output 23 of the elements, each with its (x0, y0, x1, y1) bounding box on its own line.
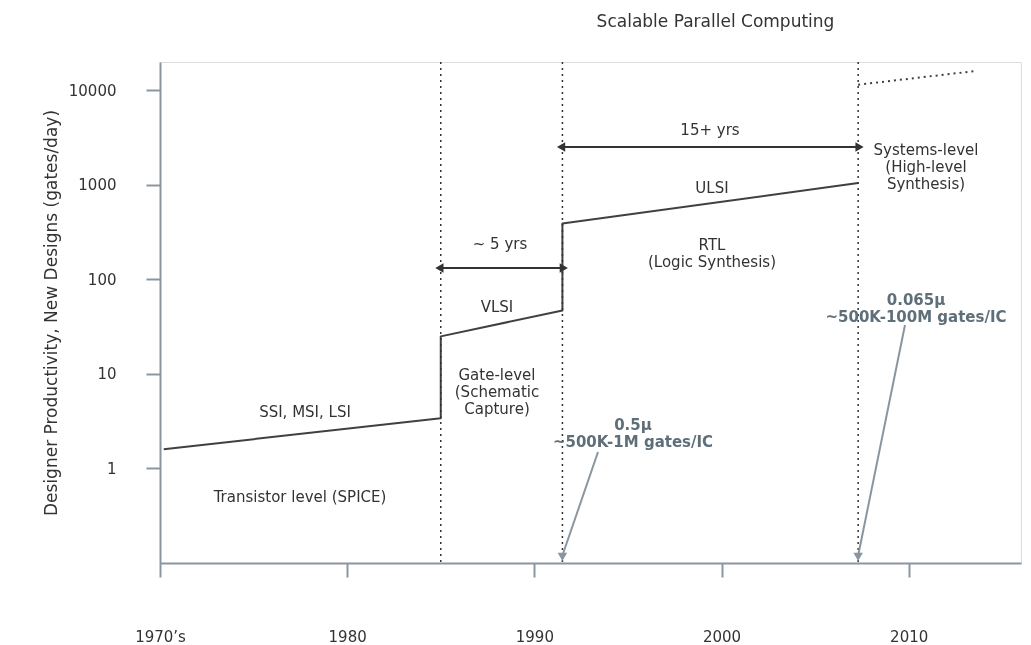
x-tick-label: 1970’s (135, 627, 187, 645)
y-tick-label: 10 (97, 365, 117, 384)
annotation: VLSI (480, 298, 514, 316)
y-tick-label: 100 (87, 270, 117, 289)
y-tick-label: 1 (106, 459, 117, 478)
annotation: Transistor level (SPICE) (212, 488, 387, 506)
x-tick-label: 1990 (515, 627, 554, 645)
annotation: ~ 5 yrs (472, 235, 528, 253)
annotation: ULSI (695, 179, 729, 197)
annotation: RTL (Logic Synthesis) (648, 236, 776, 271)
y-tick-label: 1000 (78, 176, 117, 195)
annotation: 0.065μ ~500K-100M gates/IC (825, 291, 1007, 326)
x-tick-label: 1980 (328, 627, 367, 645)
x-tick-label: 2000 (702, 627, 742, 645)
annotation: Systems-level (High-level Synthesis) (873, 141, 979, 193)
annotation: 15+ yrs (680, 121, 740, 139)
y-axis-title: Designer Productivity, New Designs (gates/day) (40, 109, 61, 517)
y-tick-label: 10000 (68, 81, 117, 100)
annotation: Gate-level (Schematic Capture) (454, 366, 540, 418)
chart-title: Scalable Parallel Computing (596, 11, 835, 32)
annotation: SSI, MSI, LSI (259, 403, 351, 421)
x-tick-label: 2010 (890, 627, 929, 645)
annotation: 0.5μ ~500K-1M gates/IC (552, 416, 714, 451)
